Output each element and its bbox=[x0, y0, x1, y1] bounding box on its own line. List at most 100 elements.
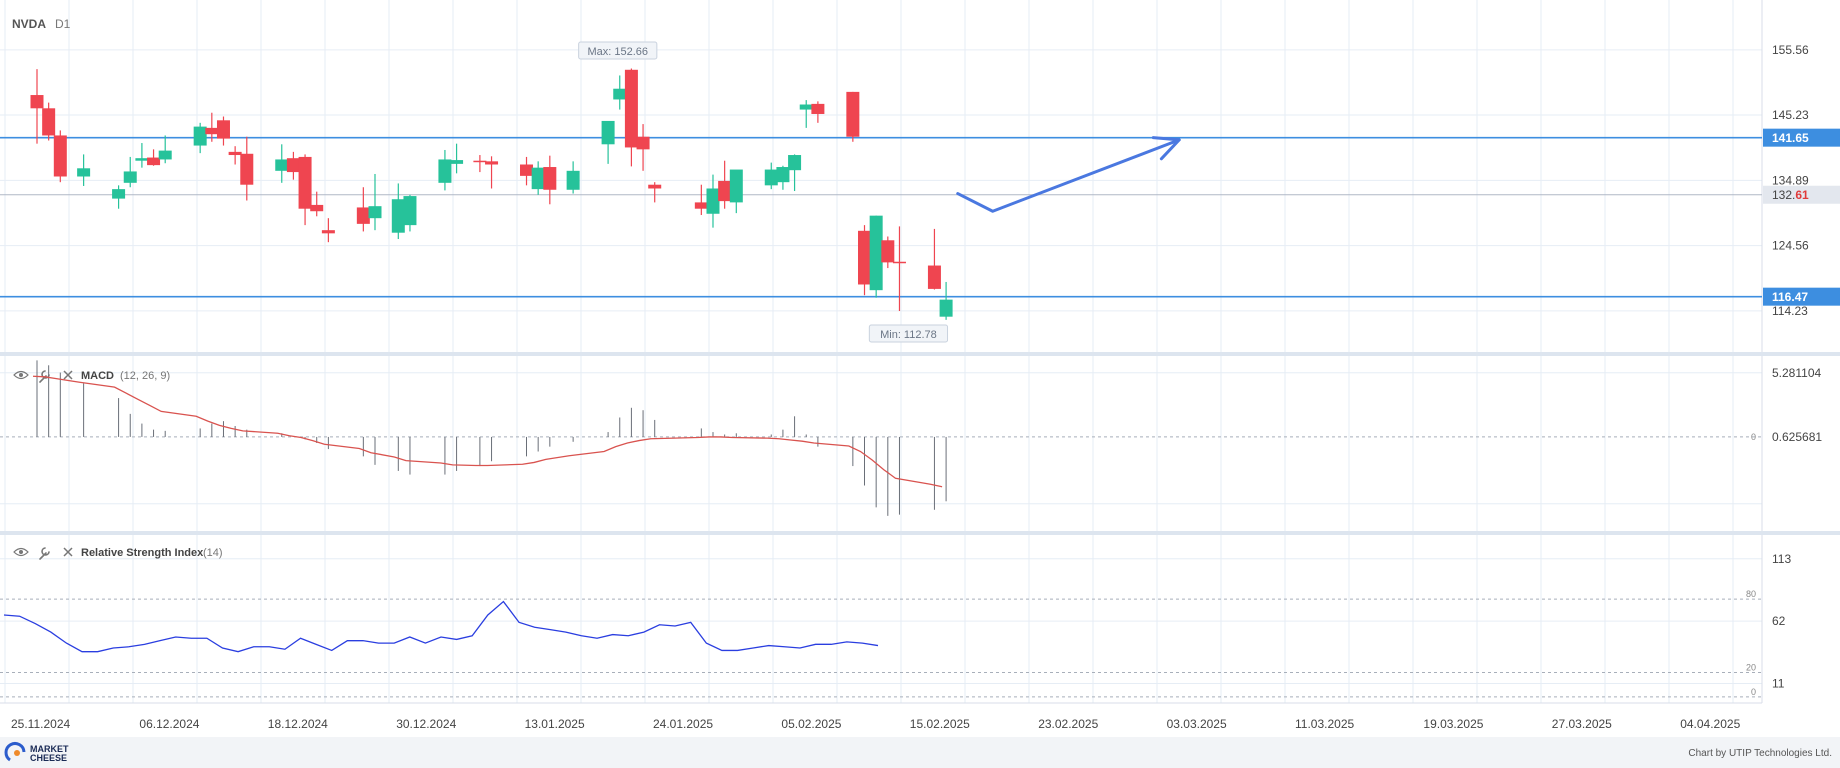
candle bbox=[869, 215, 883, 298]
forecast-arrow-head[interactable] bbox=[1151, 136, 1181, 161]
date-tick-label: 11.03.2025 bbox=[1295, 717, 1354, 731]
candle bbox=[135, 143, 149, 168]
eye-icon[interactable] bbox=[13, 370, 29, 380]
date-tick-label: 30.12.2024 bbox=[396, 717, 456, 731]
date-tick-label: 15.02.2025 bbox=[910, 717, 970, 731]
candle bbox=[788, 154, 802, 192]
candle bbox=[939, 281, 953, 320]
candle bbox=[811, 101, 825, 123]
candle bbox=[240, 136, 254, 201]
candle-body bbox=[158, 150, 172, 160]
candle-body bbox=[531, 167, 545, 190]
forecast-arrow[interactable] bbox=[956, 136, 1181, 213]
rsi-tick-label: 113 bbox=[1772, 552, 1791, 566]
grid-lines bbox=[0, 0, 1763, 703]
candle-body bbox=[53, 135, 67, 177]
market-cheese-logo: MARKET CHEESE bbox=[4, 742, 69, 763]
date-tick-label: 04.04.2025 bbox=[1680, 717, 1740, 731]
candle bbox=[77, 154, 91, 186]
rsi-header: Relative Strength Index (14) bbox=[13, 547, 223, 560]
candle-body bbox=[321, 230, 335, 234]
price-tick-label: 114.23 bbox=[1772, 304, 1808, 318]
candle bbox=[158, 135, 172, 164]
candle-body bbox=[927, 265, 941, 289]
max-price-label-bg bbox=[578, 41, 658, 60]
candle-body bbox=[286, 158, 300, 173]
level-label-bg bbox=[1763, 128, 1840, 147]
candle bbox=[216, 116, 230, 146]
candle bbox=[613, 75, 627, 110]
close-icon[interactable] bbox=[63, 547, 73, 557]
candle bbox=[485, 156, 499, 189]
date-tick-label: 06.12.2024 bbox=[139, 717, 199, 731]
candle-body bbox=[869, 215, 883, 291]
candle bbox=[799, 100, 813, 128]
eye-icon[interactable] bbox=[13, 547, 29, 557]
candle bbox=[636, 124, 650, 171]
forecast-arrow-line[interactable] bbox=[956, 138, 1181, 213]
candle bbox=[228, 146, 242, 165]
candle bbox=[520, 156, 534, 186]
candle-body bbox=[147, 157, 161, 166]
date-tick-label: 13.01.2025 bbox=[525, 717, 585, 731]
date-tick-label: 25.11.2024 bbox=[11, 717, 70, 731]
candle-body bbox=[613, 88, 627, 100]
macd-tick-label: 0.625681 bbox=[1772, 430, 1822, 444]
candle-body bbox=[368, 206, 382, 219]
price-tick-label: 145.23 bbox=[1772, 108, 1809, 122]
candle-body bbox=[450, 160, 464, 164]
candle-body bbox=[601, 120, 615, 145]
candle-body bbox=[694, 202, 708, 209]
panel-separator-rsi[interactable] bbox=[0, 531, 1840, 535]
candle-body bbox=[543, 167, 557, 190]
candle-body bbox=[788, 155, 802, 171]
last-price-label: 132.61 bbox=[1772, 188, 1809, 202]
macd-series bbox=[0, 360, 1762, 516]
candle bbox=[881, 236, 895, 269]
candle-body bbox=[310, 204, 324, 212]
candle bbox=[403, 194, 417, 232]
candle-body bbox=[729, 169, 743, 203]
candle-body bbox=[228, 151, 242, 156]
candle-body bbox=[520, 164, 534, 176]
rsi-tick-label: 62 bbox=[1772, 614, 1786, 628]
price-tick-label: 155.56 bbox=[1772, 43, 1809, 57]
svg-text:CHEESE: CHEESE bbox=[30, 753, 67, 763]
macd-axis: 5.281104 0.625681 0 bbox=[1751, 366, 1822, 444]
macd-title: MACD bbox=[81, 370, 114, 382]
macd-tick-label: 5.281104 bbox=[1772, 366, 1821, 380]
candle bbox=[112, 185, 126, 209]
candle bbox=[927, 228, 941, 290]
candle bbox=[42, 102, 56, 141]
candle bbox=[764, 162, 778, 190]
candle-body bbox=[846, 91, 860, 137]
candle-body bbox=[135, 158, 149, 161]
wrench-icon[interactable] bbox=[39, 547, 50, 560]
rsi-params: (14) bbox=[203, 547, 223, 559]
level-lines[interactable]: 141.65 116.47 132.61 bbox=[0, 128, 1840, 306]
candle-body bbox=[391, 199, 405, 233]
macd-zero-label: 0 bbox=[1751, 432, 1756, 442]
candle-body bbox=[42, 108, 56, 136]
candle bbox=[624, 68, 638, 167]
candle-body bbox=[123, 171, 137, 183]
candle bbox=[450, 143, 464, 174]
candle-body bbox=[485, 161, 499, 165]
candle bbox=[53, 130, 67, 183]
candle bbox=[473, 155, 487, 173]
candle-body bbox=[403, 196, 417, 226]
candle-body bbox=[356, 207, 370, 224]
svg-text:MARKET: MARKET bbox=[30, 744, 69, 754]
candle-body bbox=[892, 261, 906, 264]
candle bbox=[147, 149, 161, 166]
candle-body bbox=[112, 189, 126, 199]
candle-body bbox=[30, 95, 44, 109]
candle bbox=[601, 120, 615, 164]
candle-body bbox=[718, 180, 732, 202]
panel-separator-macd[interactable] bbox=[0, 352, 1840, 356]
rsi-reference-label: 80 bbox=[1746, 589, 1756, 599]
close-icon[interactable] bbox=[63, 370, 73, 380]
date-tick-label: 27.03.2025 bbox=[1552, 717, 1612, 731]
candle bbox=[193, 122, 207, 154]
